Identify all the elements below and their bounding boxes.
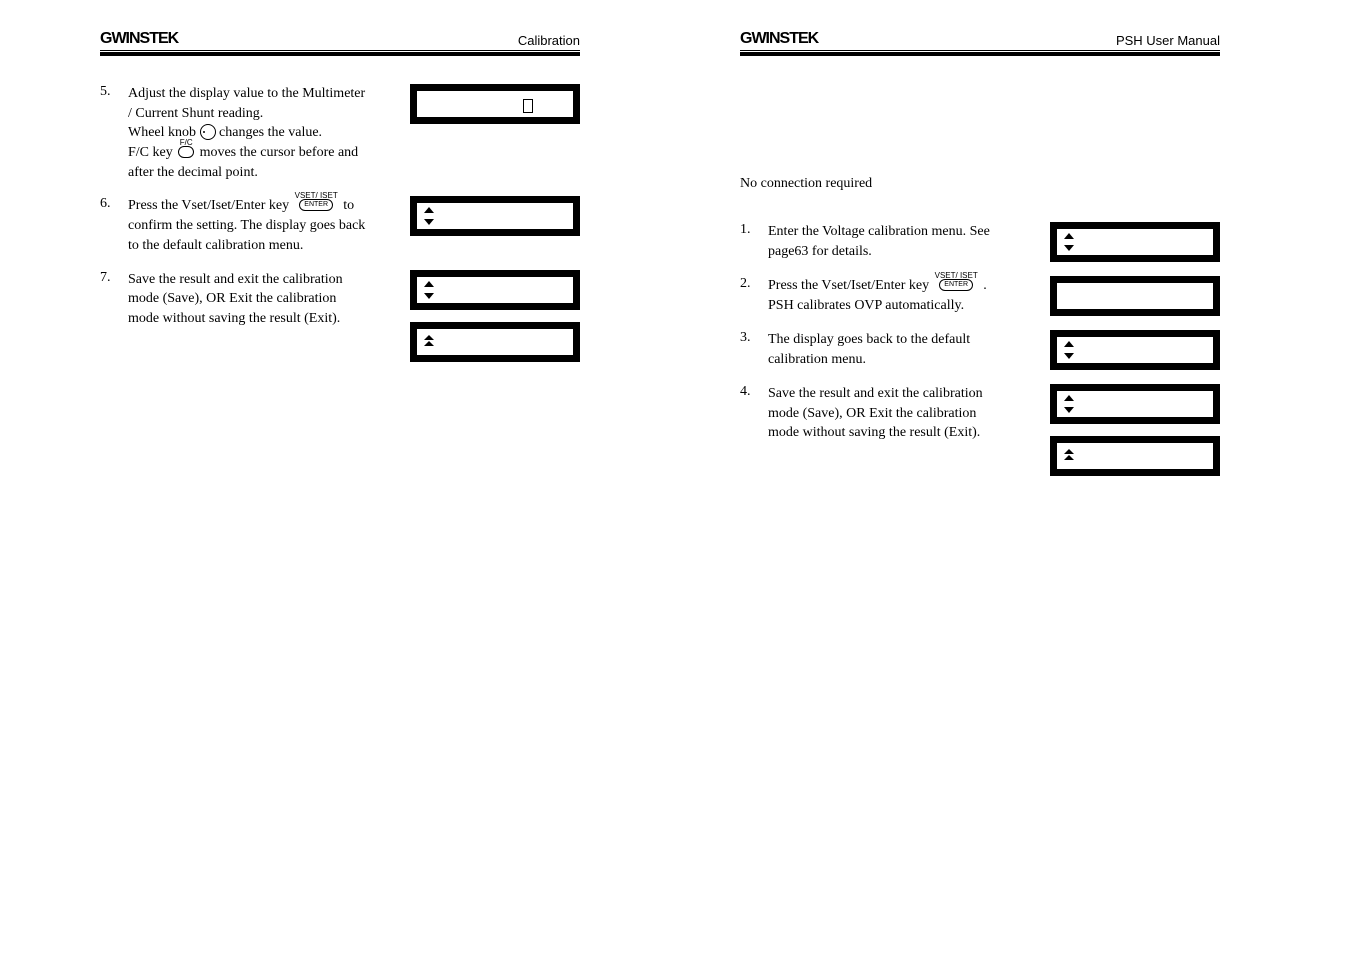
left-page: GWINSTEK Calibration 5. Adjust the displ… xyxy=(100,30,580,490)
fc-key: F/C xyxy=(178,139,194,159)
double-up-arrows-icon xyxy=(423,333,435,351)
r-step-4: 4. Save the result and exit the calibrat… xyxy=(740,384,1220,476)
right-page: GWINSTEK PSH User Manual No connection r… xyxy=(740,30,1220,490)
left-header-sub: Calibration xyxy=(518,33,580,48)
step5-line3a: F/C key xyxy=(128,145,173,160)
r-step3-display xyxy=(1050,330,1220,370)
step-text: Enter the Voltage calibration menu. See … xyxy=(768,222,1008,261)
lcd-inner xyxy=(1057,443,1213,469)
enter-keycap: ENTER xyxy=(939,279,973,291)
brand-text: GWINSTEK xyxy=(740,30,818,47)
cursor-icon xyxy=(523,99,533,113)
lcd-inner xyxy=(1057,337,1213,363)
step-text: Press the Vset/Iset/Enter key VSET/ ISET… xyxy=(768,276,1008,316)
page-container: GWINSTEK Calibration 5. Adjust the displ… xyxy=(0,0,1350,520)
step-number: 2. xyxy=(740,276,768,292)
step-number: 6. xyxy=(100,196,128,212)
lcd-inner xyxy=(1057,229,1213,255)
lcd-box xyxy=(1050,276,1220,316)
step-text: Save the result and exit the calibration… xyxy=(128,270,368,329)
updown-arrows-icon xyxy=(1063,395,1075,413)
lcd-box xyxy=(1050,384,1220,424)
brand-logo: GWINSTEK xyxy=(100,30,178,48)
r-step-3: 3. The display goes back to the default … xyxy=(740,330,1220,370)
brand-logo: GWINSTEK xyxy=(740,30,818,48)
header-rule xyxy=(100,53,580,56)
enter-key: VSET/ ISET ENTER xyxy=(935,272,978,292)
step5-display xyxy=(410,84,580,124)
step6-display xyxy=(410,196,580,236)
r-step2-a: Press the Vset/Iset/Enter key xyxy=(768,278,929,293)
step-number: 7. xyxy=(100,270,128,286)
enter-key: VSET/ ISET ENTER xyxy=(295,192,338,212)
r-step-1: 1. Enter the Voltage calibration menu. S… xyxy=(740,222,1220,262)
updown-arrows-icon xyxy=(1063,233,1075,251)
wheel-knob-icon xyxy=(200,124,216,140)
step5-line1: Adjust the display value to the Multimet… xyxy=(128,86,365,121)
r-step1-display xyxy=(1050,222,1220,262)
lcd-box xyxy=(410,196,580,236)
step-number: 1. xyxy=(740,222,768,238)
step7-display xyxy=(410,270,580,362)
header-rule xyxy=(740,53,1220,56)
right-header: GWINSTEK PSH User Manual xyxy=(740,30,1220,53)
lcd-inner xyxy=(1057,391,1213,417)
step-text: Adjust the display value to the Multimet… xyxy=(128,84,368,182)
connection-note: No connection required xyxy=(740,176,1220,192)
r-step4-display xyxy=(1050,384,1220,476)
lcd-box xyxy=(410,322,580,362)
step-text: Save the result and exit the calibration… xyxy=(768,384,1008,443)
lcd-inner xyxy=(417,277,573,303)
step6-a: Press the Vset/Iset/Enter key xyxy=(128,199,289,214)
step-number: 4. xyxy=(740,384,768,400)
step5-line2b: changes the value. xyxy=(219,125,322,140)
step-number: 5. xyxy=(100,84,128,100)
step-5: 5. Adjust the display value to the Multi… xyxy=(100,84,580,182)
fc-keycap xyxy=(178,146,194,158)
lcd-inner xyxy=(1057,283,1213,309)
enter-keycap: ENTER xyxy=(299,199,333,211)
double-up-arrows-icon xyxy=(1063,447,1075,465)
step-text: Press the Vset/Iset/Enter key VSET/ ISET… xyxy=(128,196,368,255)
right-header-sub: PSH User Manual xyxy=(1116,33,1220,48)
lcd-box xyxy=(1050,222,1220,262)
step-6: 6. Press the Vset/Iset/Enter key VSET/ I… xyxy=(100,196,580,255)
lcd-box xyxy=(1050,330,1220,370)
step-7: 7. Save the result and exit the calibrat… xyxy=(100,270,580,362)
lcd-inner xyxy=(417,329,573,355)
r-step-2: 2. Press the Vset/Iset/Enter key VSET/ I… xyxy=(740,276,1220,316)
step-text: The display goes back to the default cal… xyxy=(768,330,1008,369)
updown-arrows-icon xyxy=(1063,341,1075,359)
step-number: 3. xyxy=(740,330,768,346)
lcd-inner xyxy=(417,203,573,229)
lcd-box xyxy=(410,84,580,124)
updown-arrows-icon xyxy=(423,281,435,299)
updown-arrows-icon xyxy=(423,207,435,225)
left-header: GWINSTEK Calibration xyxy=(100,30,580,53)
lcd-box xyxy=(410,270,580,310)
lcd-inner xyxy=(417,91,573,117)
lcd-box xyxy=(1050,436,1220,476)
brand-text: GWINSTEK xyxy=(100,30,178,47)
r-step2-display xyxy=(1050,276,1220,316)
